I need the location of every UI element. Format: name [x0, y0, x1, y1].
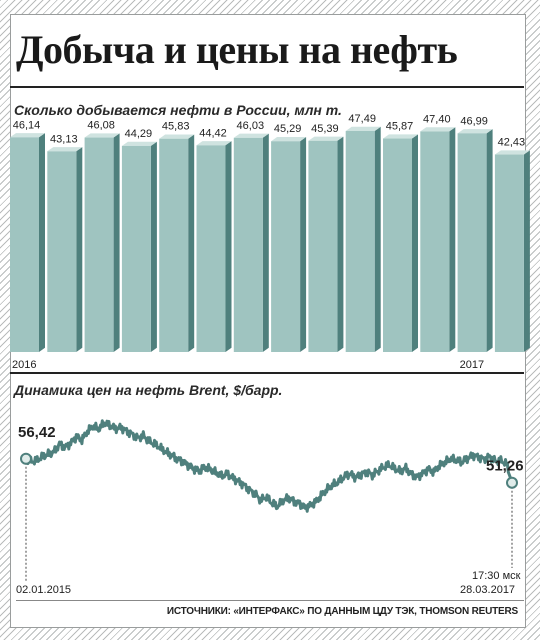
- bar-top: [420, 127, 456, 132]
- bar-value-label: 46,99: [460, 115, 488, 127]
- bar-value-label: 46,03: [237, 120, 265, 132]
- bar: [457, 129, 493, 352]
- title-rule: [10, 86, 524, 88]
- bar-face: [196, 145, 226, 352]
- bar-face: [345, 131, 375, 352]
- bar-side: [337, 136, 344, 352]
- bar-side: [113, 133, 120, 352]
- bar-top: [345, 126, 381, 131]
- bar-value-label: 47,40: [423, 113, 451, 125]
- bar-side: [76, 147, 83, 352]
- start-value-label: 56,42: [18, 424, 56, 441]
- bar: [196, 141, 232, 352]
- bar-face: [383, 138, 412, 352]
- bar-top: [47, 147, 83, 152]
- bar-face: [121, 145, 151, 352]
- end-time-label: 17:30 мск: [472, 570, 521, 582]
- end-point-marker: [506, 476, 518, 489]
- bar-face: [233, 137, 263, 352]
- bar-face: [10, 137, 39, 352]
- bar-top: [271, 137, 307, 142]
- bar: [84, 133, 120, 352]
- bar-side: [449, 127, 456, 352]
- bar-side: [300, 137, 307, 352]
- bar-value-label: 47,49: [348, 113, 376, 125]
- bar-side: [225, 141, 232, 352]
- bar-value-label: 44,29: [125, 128, 153, 140]
- bar-value-label: 42,43: [498, 137, 526, 149]
- end-date-label: 28.03.2017: [460, 584, 516, 596]
- bar-side: [150, 141, 157, 352]
- bar-face: [271, 141, 301, 352]
- bar-top: [233, 133, 269, 138]
- bar-side: [188, 134, 195, 352]
- bar-top: [10, 133, 45, 138]
- bar-category-label: 2017: [460, 359, 484, 371]
- bar: [271, 137, 307, 352]
- start-date-label: 02.01.2015: [16, 584, 72, 596]
- bar-value-label: 45,39: [311, 123, 339, 135]
- bar: [420, 127, 456, 352]
- bar-value-label: 45,83: [162, 121, 190, 133]
- end-value-label: 51,26: [486, 458, 524, 475]
- bar-face: [84, 137, 114, 352]
- bar-face: [308, 140, 338, 352]
- bar-value-label: 46,14: [13, 119, 41, 131]
- bar-top: [84, 133, 120, 138]
- bar-side: [262, 133, 269, 352]
- bar-value-label: 45,29: [274, 123, 302, 135]
- bar-side: [39, 133, 45, 352]
- bar: [121, 141, 157, 352]
- source-rule: [16, 600, 524, 601]
- bar: [47, 147, 83, 352]
- start-point-marker: [20, 452, 32, 465]
- bar-value-label: 45,87: [386, 121, 414, 133]
- bar-face: [457, 133, 487, 352]
- bar-category-label: 2016: [12, 359, 36, 371]
- bar-top: [121, 141, 157, 146]
- production-chart-title: Сколько добывается нефти в России, млн т…: [14, 102, 342, 118]
- bar-side: [486, 129, 493, 352]
- bar-face: [420, 131, 450, 352]
- bar-value-label: 44,42: [199, 127, 227, 139]
- bar-top: [196, 141, 232, 146]
- section-rule: [10, 372, 524, 374]
- price-chart-title: Динамика цен на нефть Brent, $/барр.: [14, 382, 283, 398]
- bar: [345, 126, 381, 352]
- bar: [159, 134, 195, 352]
- bar: [383, 134, 418, 352]
- price-series-line: [25, 419, 514, 513]
- bar-side: [374, 126, 381, 352]
- bar: [308, 136, 344, 352]
- source-note: ИСТОЧНИКИ: «ИНТЕРФАКС» ПО ДАННЫМ ЦДУ ТЭК…: [166, 606, 518, 617]
- bar-face: [159, 138, 189, 352]
- bar: [10, 133, 45, 352]
- bar-top: [494, 150, 530, 155]
- bar-value-label: 46,08: [87, 120, 115, 132]
- bar-side: [523, 150, 530, 352]
- bar-face: [494, 154, 524, 352]
- bar-top: [383, 134, 418, 139]
- bar-top: [308, 136, 344, 141]
- bar: [233, 133, 269, 352]
- infographic-title: Добыча и цены на нефть: [16, 27, 458, 72]
- production-bar-chart: 46,14 2016 43,13 46,08 44,29 45,83 44,42 46,03 4…: [10, 113, 530, 371]
- bar-side: [412, 134, 418, 352]
- bar-top: [159, 134, 195, 139]
- bar-top: [457, 129, 493, 134]
- bar: [494, 150, 530, 352]
- bar-value-label: 43,13: [50, 133, 78, 145]
- bar-face: [47, 151, 77, 352]
